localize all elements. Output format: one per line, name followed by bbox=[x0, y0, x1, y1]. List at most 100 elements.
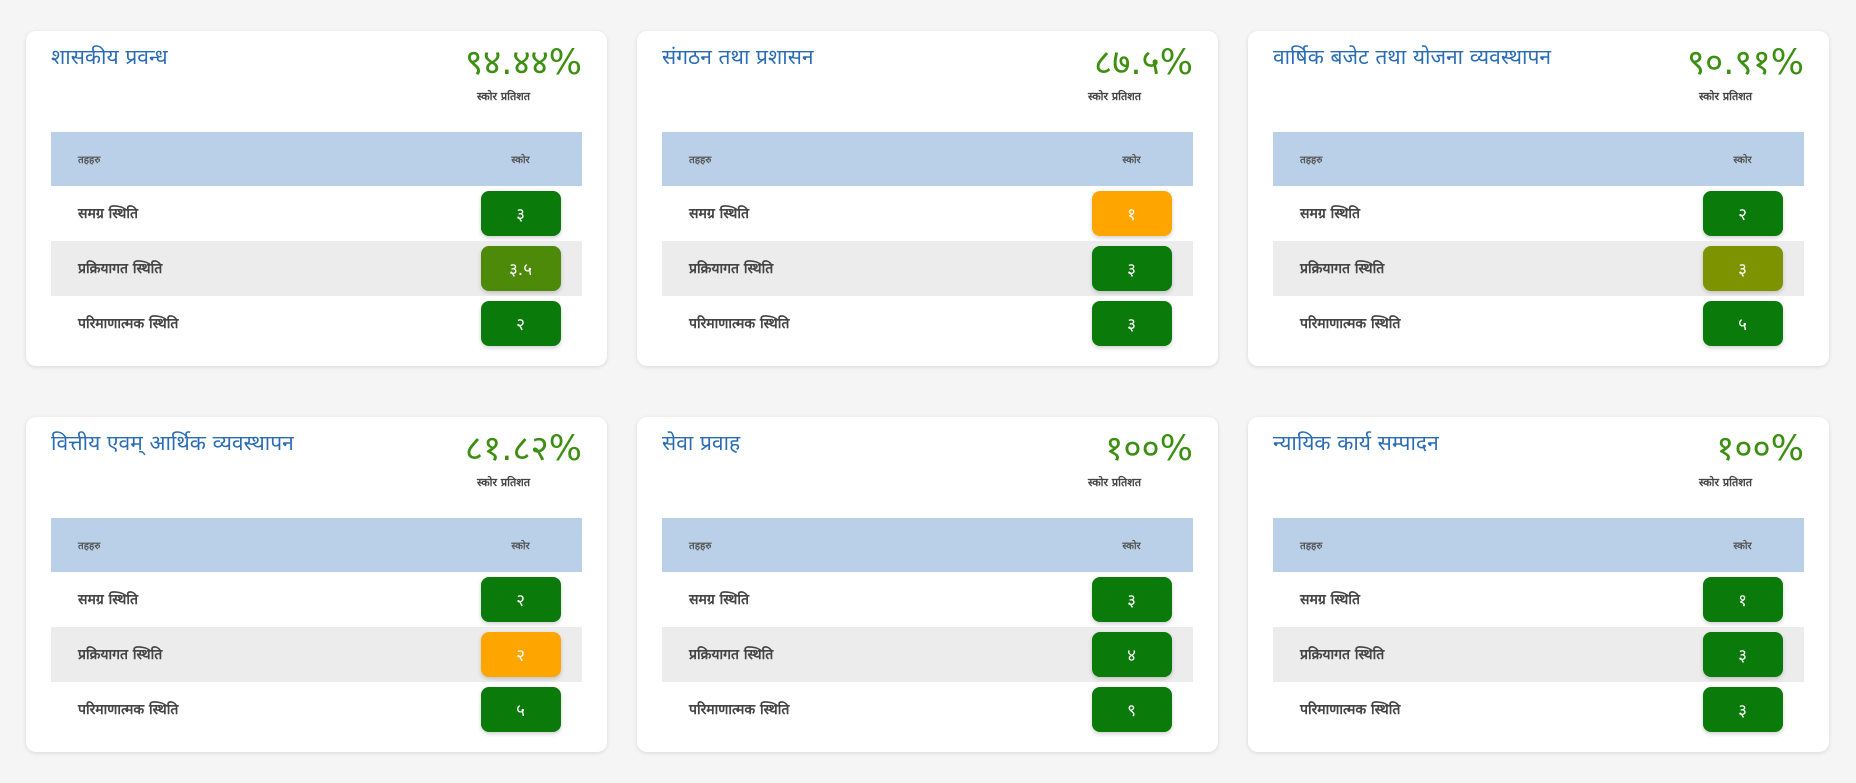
column-header-score: स्कोर bbox=[511, 541, 530, 552]
row-label: समग्र स्थिति bbox=[78, 206, 138, 222]
row-label: परिमाणात्मक स्थिति bbox=[689, 702, 790, 718]
card-title: वित्तीय एवम् आर्थिक व्यवस्थापन bbox=[51, 431, 294, 455]
column-header-score: स्कोर bbox=[1733, 541, 1752, 552]
table-header: तहहरु स्कोर bbox=[51, 132, 582, 186]
score-badge: ५ bbox=[480, 687, 561, 732]
score-card: न्यायिक कार्य सम्पादन १००% स्कोर प्रतिशत… bbox=[1248, 417, 1829, 752]
score-badge: १ bbox=[1702, 577, 1783, 622]
score-table: तहहरु स्कोर समग्र स्थिति ३ प्रक्रियागत स… bbox=[51, 132, 582, 351]
score-percent: ८१.८२% bbox=[464, 429, 582, 469]
row-label: परिमाणात्मक स्थिति bbox=[1300, 316, 1401, 332]
score-percent: ८७.५% bbox=[1094, 43, 1193, 83]
table-row: प्रक्रियागत स्थिति २ bbox=[51, 627, 582, 682]
score-badge: ३ bbox=[1091, 301, 1172, 346]
table-row: परिमाणात्मक स्थिति ९ bbox=[662, 682, 1193, 737]
table-header: तहहरु स्कोर bbox=[51, 518, 582, 572]
score-badge: १ bbox=[1091, 191, 1172, 236]
table-header: तहहरु स्कोर bbox=[662, 518, 1193, 572]
score-percent: १००% bbox=[1716, 429, 1804, 469]
row-label: प्रक्रियागत स्थिति bbox=[1300, 647, 1385, 663]
score-percent: १००% bbox=[1105, 429, 1193, 469]
table-row: परिमाणात्मक स्थिति ३ bbox=[662, 296, 1193, 351]
score-percent: ९०.९१% bbox=[1686, 43, 1804, 83]
card-header: शासकीय प्रवन्ध ९४.४४% स्कोर प्रतिशत bbox=[51, 31, 582, 132]
row-label: परिमाणात्मक स्थिति bbox=[78, 316, 179, 332]
score-card: वित्तीय एवम् आर्थिक व्यवस्थापन ८१.८२% स्… bbox=[26, 417, 607, 752]
score-card: शासकीय प्रवन्ध ९४.४४% स्कोर प्रतिशत तहहर… bbox=[26, 31, 607, 366]
score-badge: २ bbox=[480, 632, 561, 677]
table-row: समग्र स्थिति ३ bbox=[662, 572, 1193, 627]
score-percent: ९४.४४% bbox=[464, 43, 582, 83]
table-header: तहहरु स्कोर bbox=[1273, 518, 1804, 572]
card-header: न्यायिक कार्य सम्पादन १००% स्कोर प्रतिशत bbox=[1273, 417, 1804, 518]
score-block: ९०.९१% स्कोर प्रतिशत bbox=[1687, 41, 1804, 104]
card-title: शासकीय प्रवन्ध bbox=[51, 45, 168, 69]
score-block: १००% स्कोर प्रतिशत bbox=[1699, 427, 1804, 490]
score-badge: ३ bbox=[1702, 687, 1783, 732]
card-title: सेवा प्रवाह bbox=[662, 431, 741, 455]
table-row: प्रक्रियागत स्थिति ४ bbox=[662, 627, 1193, 682]
score-badge: ३ bbox=[480, 191, 561, 236]
row-label: प्रक्रियागत स्थिति bbox=[689, 647, 774, 663]
score-badge: ३ bbox=[1091, 246, 1172, 291]
table-row: प्रक्रियागत स्थिति ३.५ bbox=[51, 241, 582, 296]
table-row: समग्र स्थिति १ bbox=[1273, 572, 1804, 627]
score-block: १००% स्कोर प्रतिशत bbox=[1088, 427, 1193, 490]
card-title: न्यायिक कार्य सम्पादन bbox=[1273, 431, 1439, 455]
score-caption: स्कोर प्रतिशत bbox=[1698, 90, 1752, 103]
table-header: तहहरु स्कोर bbox=[1273, 132, 1804, 186]
score-table: तहहरु स्कोर समग्र स्थिति २ प्रक्रियागत स… bbox=[51, 518, 582, 737]
score-cards-grid: शासकीय प्रवन्ध ९४.४४% स्कोर प्रतिशत तहहर… bbox=[26, 31, 1829, 752]
table-header: तहहरु स्कोर bbox=[662, 132, 1193, 186]
score-badge: ३ bbox=[1091, 577, 1172, 622]
card-header: सेवा प्रवाह १००% स्कोर प्रतिशत bbox=[662, 417, 1193, 518]
score-block: ८१.८२% स्कोर प्रतिशत bbox=[465, 427, 582, 490]
table-row: परिमाणात्मक स्थिति ५ bbox=[51, 682, 582, 737]
card-header: वित्तीय एवम् आर्थिक व्यवस्थापन ८१.८२% स्… bbox=[51, 417, 582, 518]
card-header: संगठन तथा प्रशासन ८७.५% स्कोर प्रतिशत bbox=[662, 31, 1193, 132]
row-label: समग्र स्थिति bbox=[689, 592, 749, 608]
score-caption: स्कोर प्रतिशत bbox=[1087, 90, 1141, 103]
table-row: समग्र स्थिति २ bbox=[51, 572, 582, 627]
column-header-name: तहहरु bbox=[689, 541, 712, 552]
row-label: प्रक्रियागत स्थिति bbox=[689, 261, 774, 277]
table-row: प्रक्रियागत स्थिति ३ bbox=[1273, 241, 1804, 296]
table-row: प्रक्रियागत स्थिति ३ bbox=[1273, 627, 1804, 682]
score-card: संगठन तथा प्रशासन ८७.५% स्कोर प्रतिशत तह… bbox=[637, 31, 1218, 366]
row-label: प्रक्रियागत स्थिति bbox=[78, 261, 163, 277]
table-row: परिमाणात्मक स्थिति ३ bbox=[1273, 682, 1804, 737]
row-label: प्रक्रियागत स्थिति bbox=[78, 647, 163, 663]
column-header-name: तहहरु bbox=[689, 155, 712, 166]
table-row: परिमाणात्मक स्थिति २ bbox=[51, 296, 582, 351]
table-row: प्रक्रियागत स्थिति ३ bbox=[662, 241, 1193, 296]
score-card: सेवा प्रवाह १००% स्कोर प्रतिशत तहहरु स्क… bbox=[637, 417, 1218, 752]
column-header-name: तहहरु bbox=[1300, 541, 1323, 552]
column-header-name: तहहरु bbox=[78, 155, 101, 166]
row-label: प्रक्रियागत स्थिति bbox=[1300, 261, 1385, 277]
card-header: वार्षिक बजेट तथा योजना व्यवस्थापन ९०.९१%… bbox=[1273, 31, 1804, 132]
column-header-score: स्कोर bbox=[1122, 541, 1141, 552]
score-table: तहहरु स्कोर समग्र स्थिति १ प्रक्रियागत स… bbox=[1273, 518, 1804, 737]
score-block: ९४.४४% स्कोर प्रतिशत bbox=[465, 41, 582, 104]
score-badge: ५ bbox=[1702, 301, 1783, 346]
column-header-score: स्कोर bbox=[511, 155, 530, 166]
row-label: समग्र स्थिति bbox=[1300, 592, 1360, 608]
row-label: समग्र स्थिति bbox=[78, 592, 138, 608]
score-caption: स्कोर प्रतिशत bbox=[476, 90, 530, 103]
column-header-score: स्कोर bbox=[1122, 155, 1141, 166]
score-badge: ३ bbox=[1702, 632, 1783, 677]
score-badge: ९ bbox=[1091, 687, 1172, 732]
score-table: तहहरु स्कोर समग्र स्थिति ३ प्रक्रियागत स… bbox=[662, 518, 1193, 737]
table-row: समग्र स्थिति २ bbox=[1273, 186, 1804, 241]
score-badge: २ bbox=[480, 577, 561, 622]
score-badge: ४ bbox=[1091, 632, 1172, 677]
table-row: परिमाणात्मक स्थिति ५ bbox=[1273, 296, 1804, 351]
score-caption: स्कोर प्रतिशत bbox=[1698, 476, 1752, 489]
score-caption: स्कोर प्रतिशत bbox=[476, 476, 530, 489]
score-badge: २ bbox=[1702, 191, 1783, 236]
card-title: संगठन तथा प्रशासन bbox=[662, 45, 814, 69]
row-label: परिमाणात्मक स्थिति bbox=[78, 702, 179, 718]
column-header-score: स्कोर bbox=[1733, 155, 1752, 166]
column-header-name: तहहरु bbox=[78, 541, 101, 552]
row-label: परिमाणात्मक स्थिति bbox=[1300, 702, 1401, 718]
